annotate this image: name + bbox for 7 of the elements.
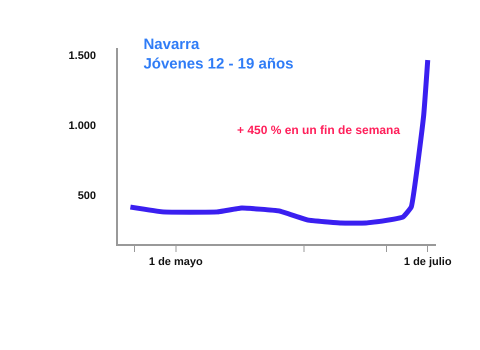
y-tick-label: 500 xyxy=(78,190,96,202)
annotation: + 450 % en un fin de semana xyxy=(237,123,400,137)
chart-title: Navarra Jóvenes 12 - 19 años xyxy=(143,36,294,72)
x-tick-label: 1 de julio xyxy=(404,256,452,268)
x-tick-label: 1 de mayo xyxy=(148,256,203,268)
y-tick-label: 1.500 xyxy=(68,50,96,62)
y-tick-label: 1.000 xyxy=(68,120,96,132)
